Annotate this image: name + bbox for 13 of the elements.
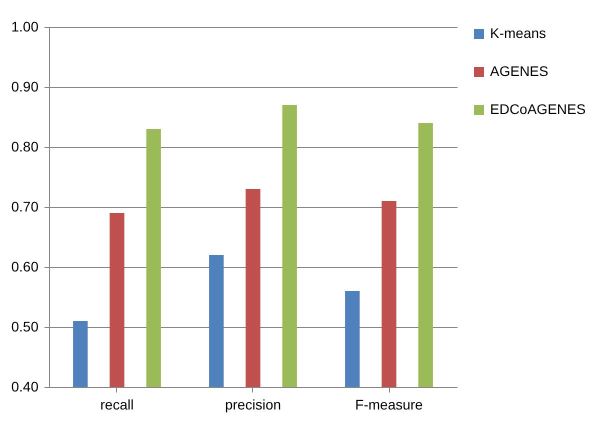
legend-label: AGENES (490, 63, 548, 79)
x-tick-label: F-measure (355, 396, 424, 412)
y-tick-label: 0.90 (11, 78, 39, 94)
legend-label: EDCoAGENES (490, 101, 586, 117)
x-tick-label: recall (100, 396, 134, 412)
x-tick-label: precision (224, 396, 282, 412)
y-tick-label: 1.00 (11, 18, 39, 34)
y-tick-label: 0.50 (11, 318, 39, 334)
y-tick-label: 0.40 (11, 378, 39, 394)
legend-label: K-means (490, 25, 546, 41)
y-tick-label: 0.70 (11, 198, 39, 214)
y-tick-label: 0.60 (11, 258, 39, 274)
y-tick-label: 0.80 (11, 138, 39, 154)
